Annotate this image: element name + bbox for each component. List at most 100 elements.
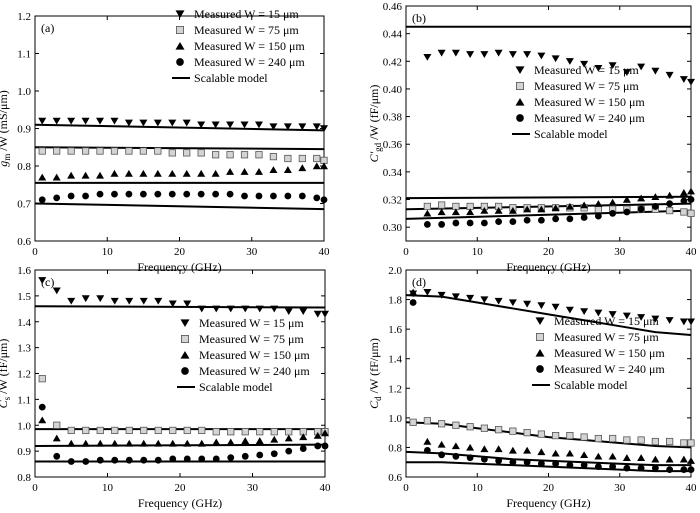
data-point (452, 452, 460, 460)
data-point (537, 448, 546, 456)
data-point (67, 297, 76, 305)
data-point (466, 51, 475, 58)
data-point (438, 420, 446, 428)
data-point (269, 153, 278, 161)
legend: Measured W = 15 μm Measured W = 75 μm Meas… (177, 316, 310, 394)
data-point (666, 466, 674, 474)
data-point (139, 119, 148, 127)
data-point (140, 426, 148, 435)
data-point (67, 117, 76, 125)
data-point (523, 216, 531, 224)
x-tick-label: 20 (543, 482, 555, 494)
y-tick-label: 1.1 (17, 49, 31, 61)
legend-marker (175, 25, 184, 34)
data-point (409, 299, 417, 306)
model-line-1 (34, 123, 325, 132)
data-point (623, 436, 631, 444)
data-point (298, 192, 306, 200)
model-line-2 (405, 421, 692, 449)
data-point (523, 205, 532, 213)
legend-marker (180, 350, 190, 359)
data-point (665, 191, 674, 199)
data-point (551, 204, 560, 212)
data-point (551, 449, 560, 457)
data-point (96, 171, 105, 179)
data-point (38, 403, 46, 411)
data-point (480, 219, 488, 227)
data-point (53, 147, 61, 155)
data-point (53, 194, 61, 202)
data-point (111, 426, 119, 435)
data-point (665, 71, 674, 79)
legend-label: Scalable model (194, 71, 268, 85)
data-point (594, 205, 602, 213)
data-point (409, 288, 418, 296)
data-point (38, 117, 47, 125)
data-point (67, 171, 76, 179)
data-point (452, 219, 460, 227)
data-point (270, 305, 279, 313)
data-point (565, 202, 574, 210)
data-point (52, 287, 61, 295)
x-tick-label: 40 (686, 246, 698, 258)
data-point (139, 147, 147, 155)
data-point (154, 147, 162, 155)
data-point (226, 305, 235, 313)
data-point (52, 434, 61, 442)
data-point (285, 447, 293, 455)
data-point (154, 426, 162, 435)
legend-marker (175, 41, 185, 50)
data-point (580, 201, 589, 209)
legend-marker (535, 317, 545, 326)
data-point (622, 195, 631, 203)
data-point (580, 214, 588, 221)
data-point (212, 305, 221, 313)
data-point (96, 439, 105, 447)
x-tick-label: 30 (614, 246, 626, 258)
data-point (594, 212, 602, 220)
data-point (168, 190, 176, 198)
data-point (594, 434, 602, 443)
data-point (437, 49, 446, 57)
data-point (82, 192, 89, 200)
data-point (665, 317, 674, 324)
data-point (452, 421, 460, 429)
legend-label: Measured W = 15 μm (194, 7, 299, 21)
data-point (480, 445, 489, 453)
y-tick-label: 0.40 (383, 84, 403, 96)
data-point (637, 464, 645, 472)
legend-label: Scalable model (534, 127, 608, 141)
data-point (580, 461, 588, 469)
data-point (255, 305, 264, 313)
data-point (212, 455, 220, 463)
legend-label: Measured W = 15 μm (534, 63, 639, 77)
legend-label: Measured W = 150 μm (534, 95, 645, 109)
chart-panel-2: 0 10 20 30 40 0.30 0.32 0.34 0.36 0.38 0.40 0.42 0.4… (367, 1, 697, 274)
data-point (466, 443, 475, 451)
data-point (67, 458, 75, 465)
data-point (314, 442, 322, 450)
data-point (566, 431, 574, 440)
data-point (651, 203, 659, 210)
legend-marker (516, 82, 525, 91)
data-point (139, 297, 148, 305)
data-point (139, 439, 148, 447)
data-point (182, 169, 191, 177)
data-point (679, 76, 688, 83)
data-point (466, 208, 475, 216)
data-point (168, 149, 176, 157)
data-point (38, 196, 46, 204)
data-point (270, 435, 279, 443)
y-tick-label: 0.9 (17, 124, 31, 136)
y-tick-label: 0.6 (17, 236, 31, 248)
data-point (283, 166, 292, 173)
data-point (255, 437, 264, 444)
x-tick-label: 30 (246, 246, 258, 258)
data-point (580, 308, 589, 315)
data-point (580, 433, 588, 441)
data-point (284, 154, 292, 163)
data-point (552, 215, 560, 223)
data-point (226, 121, 235, 129)
data-point (321, 310, 329, 318)
